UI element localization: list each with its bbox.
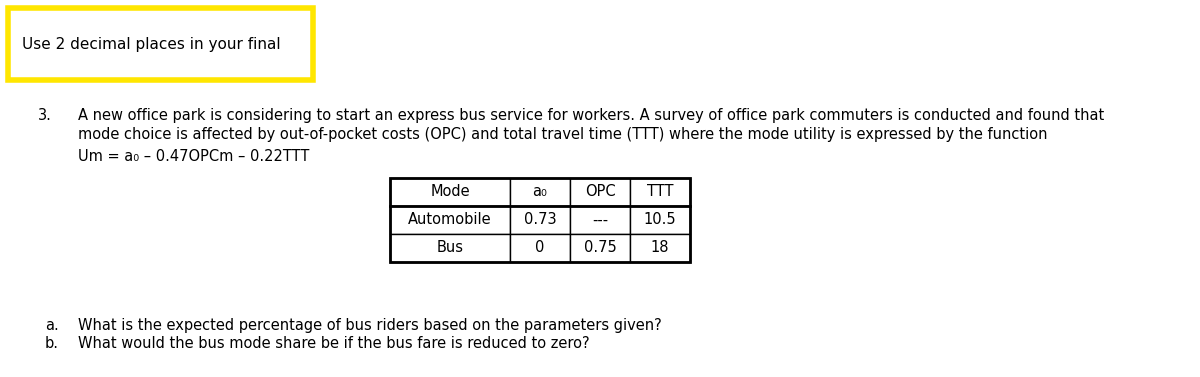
Text: 0.75: 0.75 xyxy=(583,241,617,256)
Text: mode choice is affected by out-of-pocket costs (OPC) and total travel time (TTT): mode choice is affected by out-of-pocket… xyxy=(78,127,1048,142)
Bar xyxy=(630,178,690,206)
Text: Um = a₀ – 0.47OPCm – 0.22TTT: Um = a₀ – 0.47OPCm – 0.22TTT xyxy=(78,149,310,164)
Text: Use 2 decimal places in your final: Use 2 decimal places in your final xyxy=(22,37,281,52)
Bar xyxy=(390,234,510,262)
Text: What is the expected percentage of bus riders based on the parameters given?: What is the expected percentage of bus r… xyxy=(78,318,661,333)
Text: What would the bus mode share be if the bus fare is reduced to zero?: What would the bus mode share be if the … xyxy=(78,336,589,351)
Text: 0.73: 0.73 xyxy=(523,213,557,227)
Text: 0: 0 xyxy=(535,241,545,256)
Text: 10.5: 10.5 xyxy=(643,213,677,227)
Text: a.: a. xyxy=(46,318,59,333)
Bar xyxy=(390,206,510,234)
Text: Automobile: Automobile xyxy=(408,213,492,227)
Bar xyxy=(630,206,690,234)
Bar xyxy=(570,206,630,234)
Bar xyxy=(510,178,570,206)
Text: 18: 18 xyxy=(650,241,670,256)
Text: a₀: a₀ xyxy=(533,184,547,199)
Bar xyxy=(510,234,570,262)
Text: Bus: Bus xyxy=(437,241,463,256)
Text: Mode: Mode xyxy=(430,184,470,199)
Bar xyxy=(630,234,690,262)
Bar xyxy=(390,178,690,262)
Bar xyxy=(390,178,510,206)
Bar xyxy=(570,178,630,206)
Text: ---: --- xyxy=(592,213,608,227)
Text: b.: b. xyxy=(46,336,59,351)
Text: OPC: OPC xyxy=(584,184,616,199)
Bar xyxy=(570,234,630,262)
Text: A new office park is considering to start an express bus service for workers. A : A new office park is considering to star… xyxy=(78,108,1104,123)
Bar xyxy=(510,206,570,234)
Text: 3.: 3. xyxy=(38,108,52,123)
Text: TTT: TTT xyxy=(647,184,673,199)
FancyBboxPatch shape xyxy=(8,8,313,80)
